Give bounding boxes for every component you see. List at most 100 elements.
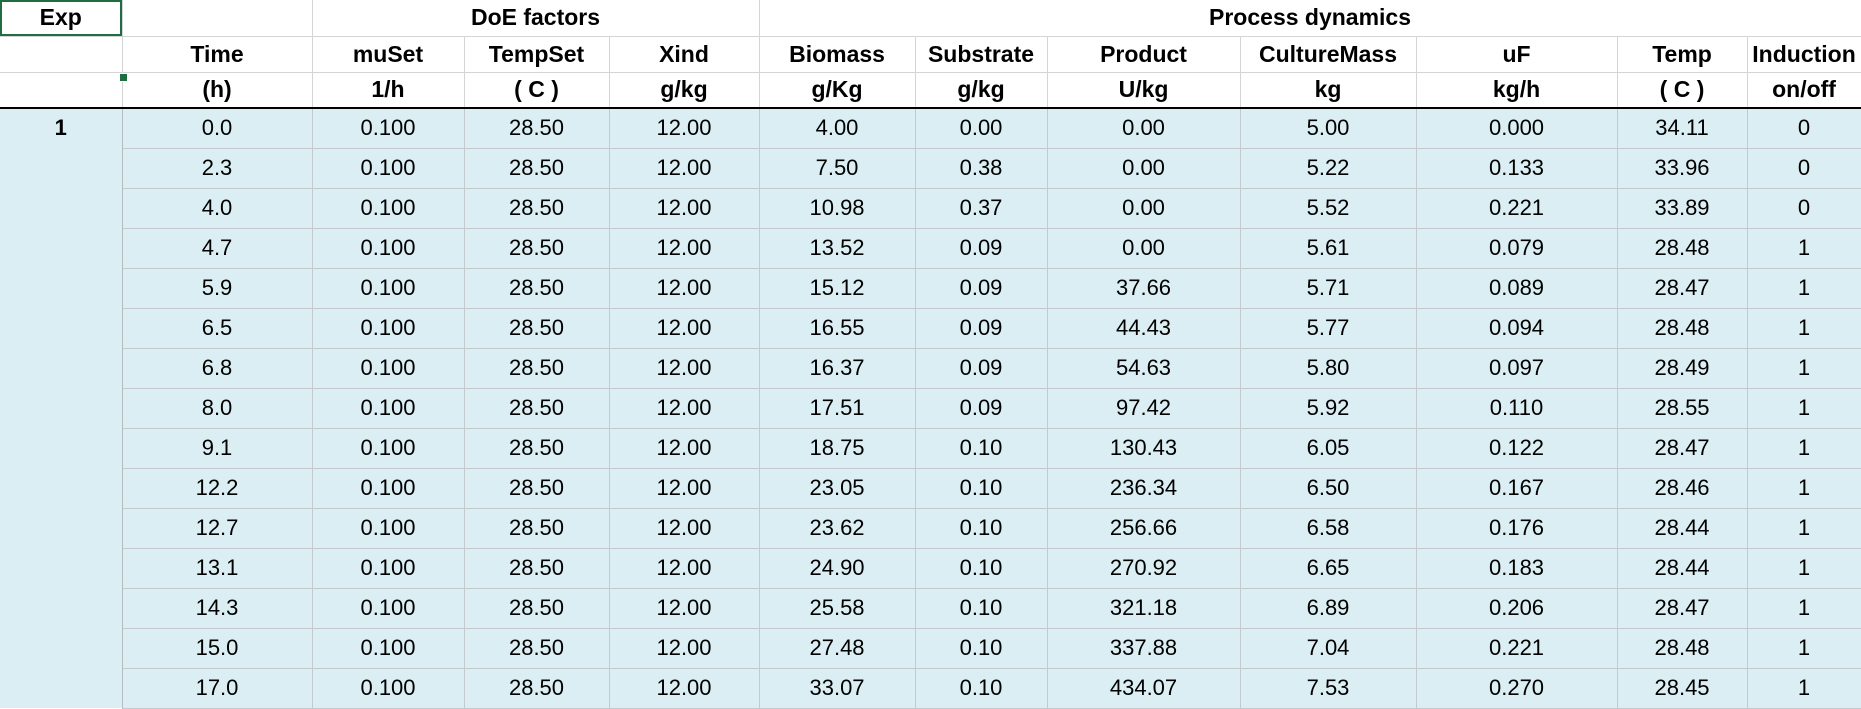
cell-substrate[interactable]: 0.00 (915, 108, 1048, 149)
cell-culturemass[interactable]: 6.58 (1240, 508, 1417, 549)
cell-muset[interactable]: 0.100 (312, 348, 465, 389)
cell-muset[interactable]: 0.100 (312, 428, 465, 469)
cell-induction[interactable]: 0 (1747, 148, 1861, 189)
cell-temp[interactable]: 28.48 (1617, 228, 1748, 269)
cell-temp[interactable]: 28.46 (1617, 468, 1748, 509)
cell-time[interactable]: 6.8 (122, 348, 313, 389)
column-header-biomass[interactable]: Biomass (759, 36, 916, 73)
unit-header-biomass[interactable]: g/Kg (759, 72, 916, 109)
cell-muset[interactable]: 0.100 (312, 308, 465, 349)
cell-time[interactable]: 14.3 (122, 588, 313, 629)
cell-induction[interactable]: 1 (1747, 428, 1861, 469)
cell-xind[interactable]: 12.00 (609, 108, 760, 149)
unit-header-temp[interactable]: ( C ) (1617, 72, 1748, 109)
cell-xind[interactable]: 12.00 (609, 668, 760, 709)
cell-substrate[interactable]: 0.09 (915, 228, 1048, 269)
cell-temp[interactable]: 28.48 (1617, 628, 1748, 669)
cell-xind[interactable]: 12.00 (609, 388, 760, 429)
cell-temp[interactable]: 28.44 (1617, 508, 1748, 549)
cell-tempset[interactable]: 28.50 (464, 508, 610, 549)
cell-product[interactable]: 0.00 (1047, 148, 1241, 189)
cell-uf[interactable]: 0.221 (1416, 628, 1618, 669)
cell-temp[interactable]: 28.47 (1617, 428, 1748, 469)
cell-xind[interactable]: 12.00 (609, 148, 760, 189)
cell-time[interactable]: 12.7 (122, 508, 313, 549)
cell-uf[interactable]: 0.206 (1416, 588, 1618, 629)
cell-biomass[interactable]: 13.52 (759, 228, 916, 269)
cell-culturemass[interactable]: 5.92 (1240, 388, 1417, 429)
cell-substrate[interactable]: 0.38 (915, 148, 1048, 189)
cell-temp[interactable]: 28.48 (1617, 308, 1748, 349)
cell-culturemass[interactable]: 6.89 (1240, 588, 1417, 629)
cell-tempset[interactable]: 28.50 (464, 428, 610, 469)
cell-product[interactable]: 0.00 (1047, 228, 1241, 269)
cell-induction[interactable]: 0 (1747, 108, 1861, 149)
cell-substrate[interactable]: 0.10 (915, 668, 1048, 709)
cell-culturemass[interactable]: 5.52 (1240, 188, 1417, 229)
cell-temp[interactable]: 28.55 (1617, 388, 1748, 429)
cell-substrate[interactable]: 0.10 (915, 588, 1048, 629)
cell-induction[interactable]: 1 (1747, 508, 1861, 549)
cell-culturemass[interactable]: 5.71 (1240, 268, 1417, 309)
cell-tempset[interactable]: 28.50 (464, 468, 610, 509)
cell-xind[interactable]: 12.00 (609, 268, 760, 309)
cell-time[interactable]: 6.5 (122, 308, 313, 349)
cell-induction[interactable]: 0 (1747, 188, 1861, 229)
cell-product[interactable]: 434.07 (1047, 668, 1241, 709)
cell-tempset[interactable]: 28.50 (464, 628, 610, 669)
cell-time[interactable]: 12.2 (122, 468, 313, 509)
cell-induction[interactable]: 1 (1747, 548, 1861, 589)
unit-header-culturemass[interactable]: kg (1240, 72, 1417, 109)
cell-biomass[interactable]: 15.12 (759, 268, 916, 309)
cell-biomass[interactable]: 27.48 (759, 628, 916, 669)
cell-biomass[interactable]: 18.75 (759, 428, 916, 469)
cell-substrate[interactable]: 0.10 (915, 468, 1048, 509)
exp-header-cell[interactable]: Exp (0, 0, 123, 37)
unit-header-product[interactable]: U/kg (1047, 72, 1241, 109)
column-header-induction[interactable]: Induction (1747, 36, 1861, 73)
column-header-temp[interactable]: Temp (1617, 36, 1748, 73)
cell-xind[interactable]: 12.00 (609, 348, 760, 389)
cell-biomass[interactable]: 16.37 (759, 348, 916, 389)
cell-uf[interactable]: 0.221 (1416, 188, 1618, 229)
cell-temp[interactable]: 33.89 (1617, 188, 1748, 229)
cell-product[interactable]: 0.00 (1047, 188, 1241, 229)
cell-product[interactable]: 130.43 (1047, 428, 1241, 469)
cell-product[interactable]: 270.92 (1047, 548, 1241, 589)
cell-culturemass[interactable]: 6.50 (1240, 468, 1417, 509)
cell-tempset[interactable]: 28.50 (464, 308, 610, 349)
cell-xind[interactable]: 12.00 (609, 308, 760, 349)
cell-uf[interactable]: 0.183 (1416, 548, 1618, 589)
cell-xind[interactable]: 12.00 (609, 588, 760, 629)
cell-muset[interactable]: 0.100 (312, 268, 465, 309)
cell-induction[interactable]: 1 (1747, 628, 1861, 669)
cell-induction[interactable]: 1 (1747, 388, 1861, 429)
cell-biomass[interactable]: 4.00 (759, 108, 916, 149)
cell-tempset[interactable]: 28.50 (464, 188, 610, 229)
cell-culturemass[interactable]: 7.04 (1240, 628, 1417, 669)
cell-muset[interactable]: 0.100 (312, 508, 465, 549)
cell-induction[interactable]: 1 (1747, 308, 1861, 349)
cell-biomass[interactable]: 33.07 (759, 668, 916, 709)
column-header-culturemass[interactable]: CultureMass (1240, 36, 1417, 73)
cell-substrate[interactable]: 0.10 (915, 628, 1048, 669)
cell-uf[interactable]: 0.176 (1416, 508, 1618, 549)
cell-substrate[interactable]: 0.09 (915, 348, 1048, 389)
cell-muset[interactable]: 0.100 (312, 588, 465, 629)
cell-tempset[interactable]: 28.50 (464, 108, 610, 149)
cell-xind[interactable]: 12.00 (609, 468, 760, 509)
cell-muset[interactable]: 0.100 (312, 228, 465, 269)
cell-substrate[interactable]: 0.10 (915, 428, 1048, 469)
cell-induction[interactable]: 1 (1747, 268, 1861, 309)
cell-culturemass[interactable]: 6.65 (1240, 548, 1417, 589)
cell-substrate[interactable]: 0.09 (915, 388, 1048, 429)
cell-tempset[interactable]: 28.50 (464, 588, 610, 629)
fill-handle[interactable] (119, 73, 128, 82)
cell-biomass[interactable]: 24.90 (759, 548, 916, 589)
cell-xind[interactable]: 12.00 (609, 428, 760, 469)
cell-uf[interactable]: 0.079 (1416, 228, 1618, 269)
cell-xind[interactable]: 12.00 (609, 228, 760, 269)
cell-biomass[interactable]: 25.58 (759, 588, 916, 629)
cell-muset[interactable]: 0.100 (312, 148, 465, 189)
column-header-tempset[interactable]: TempSet (464, 36, 610, 73)
